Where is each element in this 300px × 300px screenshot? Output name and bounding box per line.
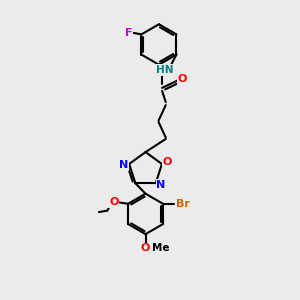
Text: Br: Br	[176, 199, 190, 209]
Text: F: F	[125, 28, 133, 38]
Text: HN: HN	[156, 65, 174, 75]
Text: O: O	[109, 197, 119, 207]
Text: O: O	[141, 243, 150, 254]
Text: Me: Me	[152, 243, 169, 254]
Text: O: O	[163, 157, 172, 166]
Text: N: N	[119, 160, 128, 170]
Text: N: N	[156, 180, 166, 190]
Text: O: O	[178, 74, 187, 84]
